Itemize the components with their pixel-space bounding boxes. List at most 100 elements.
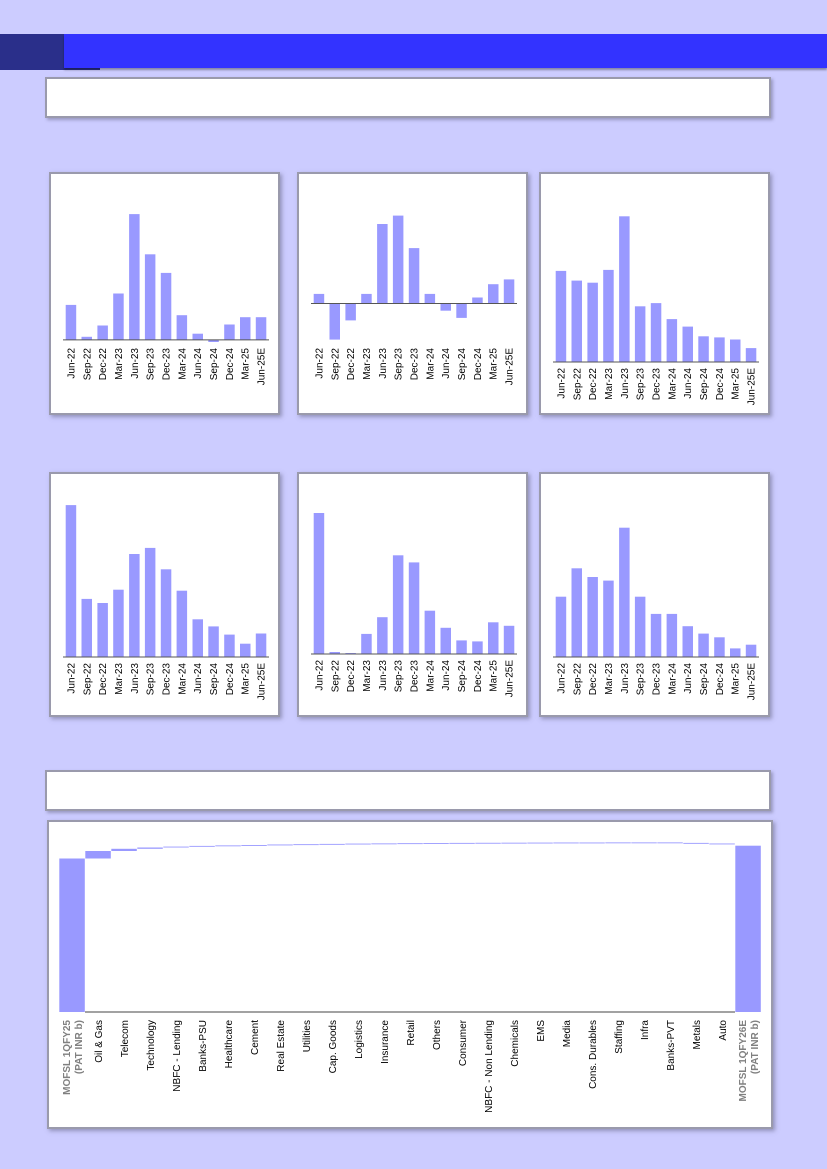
bar-12 — [488, 284, 499, 304]
bar-7 — [160, 569, 172, 657]
waterfall-tick-label: Telecom — [120, 1020, 131, 1057]
chart-panel-3: Jun-22 Sep-22 Dec-22 Mar-23 Jun-23 Sep-23 Dec-… — [539, 172, 770, 415]
x-tick-label: Jun-24 — [193, 348, 204, 379]
bar-10 — [698, 633, 709, 657]
svg-text:Insurance: Insurance — [380, 1020, 391, 1064]
chart-3: Jun-22 Sep-22 Dec-22 Mar-23 Jun-23 Sep-23 Dec-… — [553, 216, 759, 405]
svg-text:Cement: Cement — [250, 1020, 261, 1055]
x-tick-label: Jun-22 — [314, 660, 325, 691]
x-tick-label: Dec-24 — [225, 348, 236, 381]
waterfall-bar-20 — [553, 842, 579, 844]
svg-text:Others: Others — [432, 1020, 443, 1050]
x-tick-label: Sep-24 — [457, 348, 468, 381]
bar-2 — [329, 303, 340, 340]
x-tick-label: Jun-24 — [441, 348, 452, 379]
x-tick-label: Sep-22 — [82, 663, 93, 696]
bar-2 — [81, 598, 92, 657]
x-tick-label: Dec-24 — [473, 660, 484, 693]
x-tick-label: Mar-23 — [114, 348, 125, 380]
x-tick-label: Mar-25 — [489, 348, 500, 380]
svg-text:Oil & Gas: Oil & Gas — [94, 1020, 105, 1063]
x-tick-label: Jun-23 — [130, 348, 141, 379]
chart-panel-2: Jun-22 Sep-22 Dec-22 Mar-23 Jun-23 Sep-23 Dec-… — [297, 172, 528, 415]
bar-10 — [698, 336, 709, 362]
bar-1 — [65, 304, 77, 340]
bar-13 — [255, 317, 267, 340]
x-tick-label: Sep-24 — [699, 663, 710, 696]
x-tick-label: Jun-22 — [556, 368, 567, 399]
chart-panel-4: Jun-22 Sep-22 Dec-22 Mar-23 Jun-23 Sep-23 Dec-… — [49, 472, 280, 717]
x-tick-label: Dec-23 — [410, 348, 421, 381]
svg-text:Retail: Retail — [406, 1020, 417, 1046]
x-tick-label: Jun-22 — [66, 348, 77, 379]
bar-5 — [129, 214, 140, 340]
bar-8 — [424, 610, 436, 654]
x-tick-label: Jun-24 — [441, 660, 452, 691]
x-tick-label: Sep-22 — [330, 348, 341, 381]
x-tick-label: Sep-23 — [394, 348, 405, 381]
bar-7 — [650, 613, 662, 657]
chart-panel-6: Jun-22 Sep-22 Dec-22 Mar-23 Jun-23 Sep-23 Dec-… — [539, 472, 770, 717]
svg-text:Banks-PSU: Banks-PSU — [198, 1020, 209, 1072]
bar-3 — [587, 577, 598, 657]
bar-5 — [619, 216, 630, 362]
x-tick-label: Sep-24 — [699, 368, 710, 401]
chart-2: Jun-22 Sep-22 Dec-22 Mar-23 Jun-23 Sep-23 Dec-… — [311, 215, 517, 385]
waterfall-tick-label: Infra — [640, 1020, 651, 1040]
svg-text:(PAT INR b): (PAT INR b) — [74, 1020, 85, 1074]
x-tick-label: Mar-24 — [425, 660, 436, 692]
svg-text:Chemicals: Chemicals — [510, 1020, 521, 1067]
waterfall-bar-7 — [215, 845, 241, 847]
bar-2 — [571, 568, 582, 657]
x-tick-label: Dec-22 — [346, 660, 357, 693]
bar-12 — [730, 339, 741, 362]
bar-5 — [129, 554, 140, 657]
bar-7 — [408, 248, 420, 304]
bar-3 — [97, 603, 108, 657]
x-tick-label: Mar-23 — [362, 348, 373, 380]
x-tick-label: Jun-24 — [683, 663, 694, 694]
x-tick-label: Mar-25 — [731, 368, 742, 400]
svg-text:MOFSL 1QFY25: MOFSL 1QFY25 — [62, 1020, 73, 1095]
waterfall-tick-label: Utilities — [302, 1020, 313, 1052]
waterfall-bar-19 — [527, 842, 553, 844]
svg-text:Technology: Technology — [146, 1020, 157, 1071]
bar-11 — [714, 337, 725, 362]
x-tick-label: Dec-23 — [162, 348, 173, 381]
bar-8 — [666, 613, 678, 657]
x-tick-label: Mar-25 — [489, 660, 500, 692]
x-tick-label: Jun-25E — [505, 660, 516, 698]
x-tick-label: Dec-22 — [98, 663, 109, 696]
bar-8 — [666, 319, 678, 362]
x-tick-label: Jun-24 — [193, 663, 204, 694]
bar-8 — [176, 315, 188, 340]
x-tick-label: Dec-22 — [588, 368, 599, 401]
bar-2 — [81, 336, 92, 340]
waterfall-tick-label: Insurance — [380, 1020, 391, 1064]
header-bar — [64, 34, 827, 68]
waterfall-bar-1 — [59, 858, 85, 1012]
bar-13 — [745, 644, 757, 657]
svg-text:Infra: Infra — [640, 1020, 651, 1040]
x-tick-label: Jun-23 — [378, 348, 389, 379]
x-tick-label: Dec-24 — [225, 663, 236, 696]
svg-text:MOFSL 1QFY26E: MOFSL 1QFY26E — [738, 1020, 749, 1102]
x-tick-label: Jun-25E — [257, 348, 268, 386]
waterfall-bar-23 — [631, 842, 657, 844]
bar-11 — [472, 641, 483, 654]
bar-13 — [503, 279, 515, 304]
x-tick-label: Mar-25 — [731, 663, 742, 695]
bar-9 — [440, 627, 451, 654]
x-tick-label: Dec-22 — [346, 348, 357, 381]
waterfall-bar-10 — [293, 844, 319, 846]
waterfall-tick-label: MOFSL 1QFY25 (PAT INR b) — [62, 1020, 85, 1095]
bar-1 — [555, 596, 567, 657]
waterfall-bar-22 — [605, 842, 631, 844]
waterfall-tick-label: Retail — [406, 1020, 417, 1046]
waterfall-bar-3 — [111, 848, 137, 851]
bar-11 — [714, 637, 725, 657]
x-tick-label: Sep-22 — [82, 348, 93, 381]
x-tick-label: Sep-23 — [146, 663, 157, 696]
waterfall-bar-27 — [735, 845, 761, 1012]
x-tick-label: Mar-24 — [425, 348, 436, 380]
